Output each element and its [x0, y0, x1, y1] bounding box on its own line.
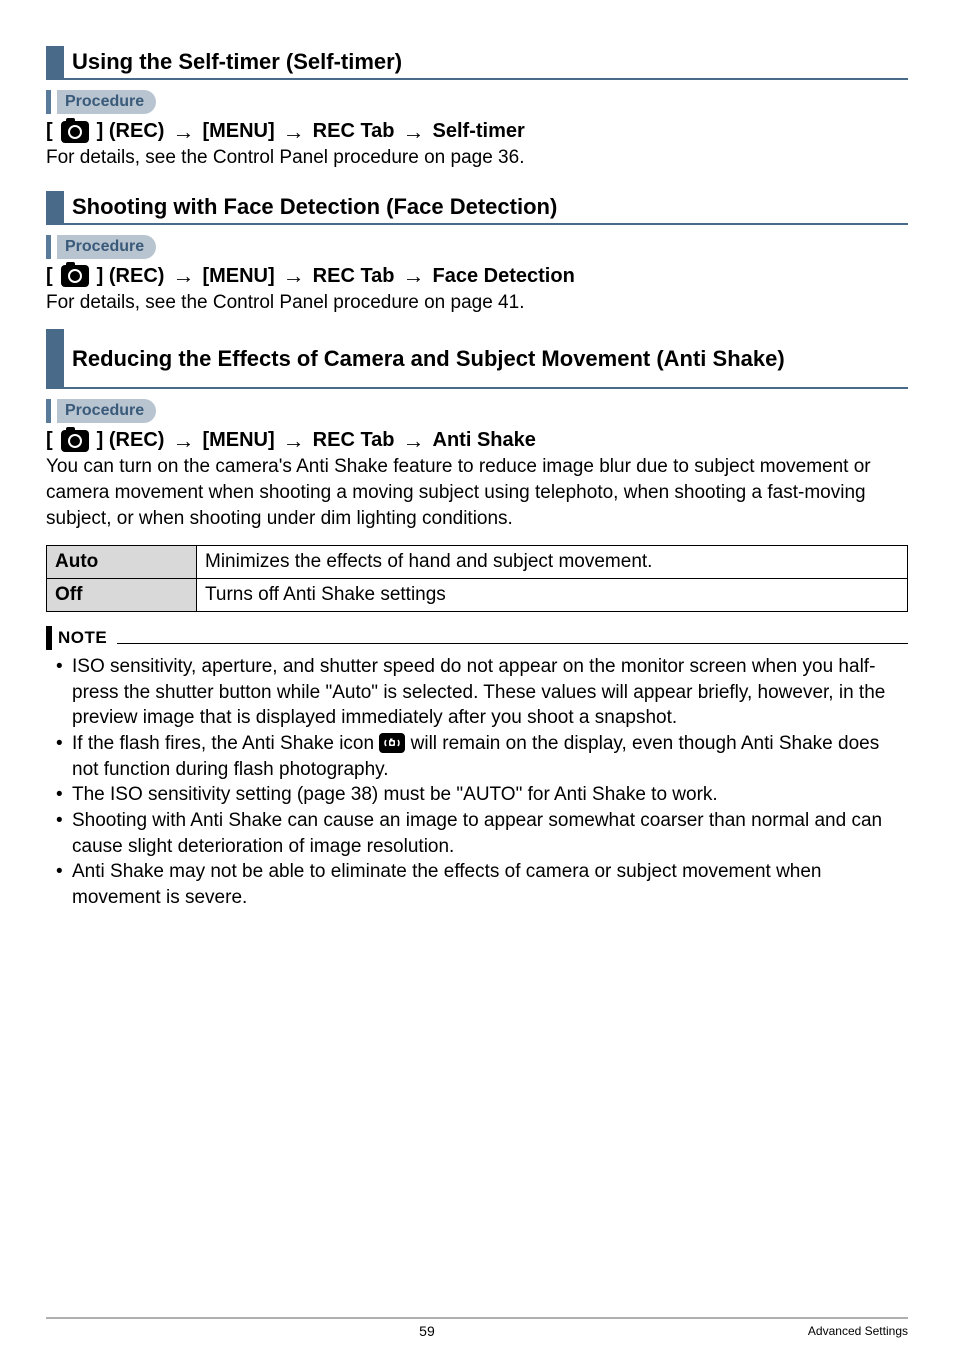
chapter-label: Advanced Settings: [808, 1324, 908, 1338]
procedure-label: Procedure: [57, 90, 156, 114]
arrow-icon: →: [403, 430, 425, 452]
section-accent-bar: [46, 329, 64, 387]
note-heading: NOTE: [46, 626, 908, 650]
procedure-bar: [46, 90, 51, 114]
section-title: Reducing the Effects of Camera and Subje…: [72, 345, 785, 373]
list-item: The ISO sensitivity setting (page 38) mu…: [60, 782, 908, 808]
section-accent-bar: [46, 191, 64, 223]
page-footer: 59 Advanced Settings: [46, 1317, 908, 1339]
nav-bracket-open: [: [46, 429, 53, 452]
table-cell-desc: Minimizes the effects of hand and subjec…: [197, 546, 908, 579]
section-head-facedetect: Shooting with Face Detection (Face Detec…: [46, 191, 908, 225]
list-item: Shooting with Anti Shake can cause an im…: [60, 808, 908, 859]
section-body: For details, see the Control Panel proce…: [46, 290, 908, 316]
arrow-icon: →: [403, 121, 425, 143]
arrow-icon: →: [172, 430, 194, 452]
table-cell-label: Off: [47, 579, 197, 612]
section-accent-bar: [46, 46, 64, 78]
procedure-bar: [46, 399, 51, 423]
nav-bracket-open: [: [46, 265, 53, 288]
camera-icon: [61, 430, 89, 452]
procedure-tag: Procedure: [46, 90, 908, 114]
note-accent-bar: [46, 626, 52, 650]
table-cell-desc: Turns off Anti Shake settings: [197, 579, 908, 612]
nav-target-label: Self-timer: [433, 120, 525, 143]
nav-path-facedetect: [ ] (REC) → [MENU] → REC Tab → Face Dete…: [46, 265, 908, 288]
section-body: You can turn on the camera's Anti Shake …: [46, 454, 908, 531]
arrow-icon: →: [283, 430, 305, 452]
nav-path-selftimer: [ ] (REC) → [MENU] → REC Tab → Self-time…: [46, 120, 908, 143]
nav-path-antishake: [ ] (REC) → [MENU] → REC Tab → Anti Shak…: [46, 429, 908, 452]
note-list: ISO sensitivity, aperture, and shutter s…: [46, 654, 908, 910]
nav-target-label: Anti Shake: [433, 429, 536, 452]
arrow-icon: →: [283, 265, 305, 287]
nav-target-label: Face Detection: [433, 265, 575, 288]
options-table: Auto Minimizes the effects of hand and s…: [46, 545, 908, 612]
nav-tab-label: REC Tab: [313, 120, 395, 143]
procedure-label: Procedure: [57, 235, 156, 259]
arrow-icon: →: [172, 121, 194, 143]
procedure-tag: Procedure: [46, 399, 908, 423]
section-title: Shooting with Face Detection (Face Detec…: [72, 193, 557, 221]
procedure-bar: [46, 235, 51, 259]
nav-tab-label: REC Tab: [313, 429, 395, 452]
nav-rec-label: ] (REC): [97, 120, 165, 143]
section-head-selftimer: Using the Self-timer (Self-timer): [46, 46, 908, 80]
list-item: If the flash fires, the Anti Shake icon …: [60, 731, 908, 782]
nav-bracket-open: [: [46, 120, 53, 143]
arrow-icon: →: [172, 265, 194, 287]
section-title: Using the Self-timer (Self-timer): [72, 48, 402, 76]
camera-icon: [61, 121, 89, 143]
procedure-label: Procedure: [57, 399, 156, 423]
list-item: Anti Shake may not be able to eliminate …: [60, 859, 908, 910]
nav-menu-label: [MENU]: [202, 265, 274, 288]
arrow-icon: →: [283, 121, 305, 143]
anti-shake-icon: [379, 733, 405, 753]
note-label: NOTE: [58, 628, 107, 648]
nav-rec-label: ] (REC): [97, 429, 165, 452]
list-item: ISO sensitivity, aperture, and shutter s…: [60, 654, 908, 731]
nav-rec-label: ] (REC): [97, 265, 165, 288]
table-row: Auto Minimizes the effects of hand and s…: [47, 546, 908, 579]
table-row: Off Turns off Anti Shake settings: [47, 579, 908, 612]
camera-icon: [61, 265, 89, 287]
procedure-tag: Procedure: [46, 235, 908, 259]
nav-menu-label: [MENU]: [202, 120, 274, 143]
nav-tab-label: REC Tab: [313, 265, 395, 288]
note-text-a: If the flash fires, the Anti Shake icon: [72, 733, 379, 754]
note-rule: [117, 643, 908, 644]
table-cell-label: Auto: [47, 546, 197, 579]
section-body: For details, see the Control Panel proce…: [46, 145, 908, 171]
page-number: 59: [46, 1323, 808, 1339]
nav-menu-label: [MENU]: [202, 429, 274, 452]
arrow-icon: →: [403, 265, 425, 287]
section-head-antishake: Reducing the Effects of Camera and Subje…: [46, 329, 908, 389]
